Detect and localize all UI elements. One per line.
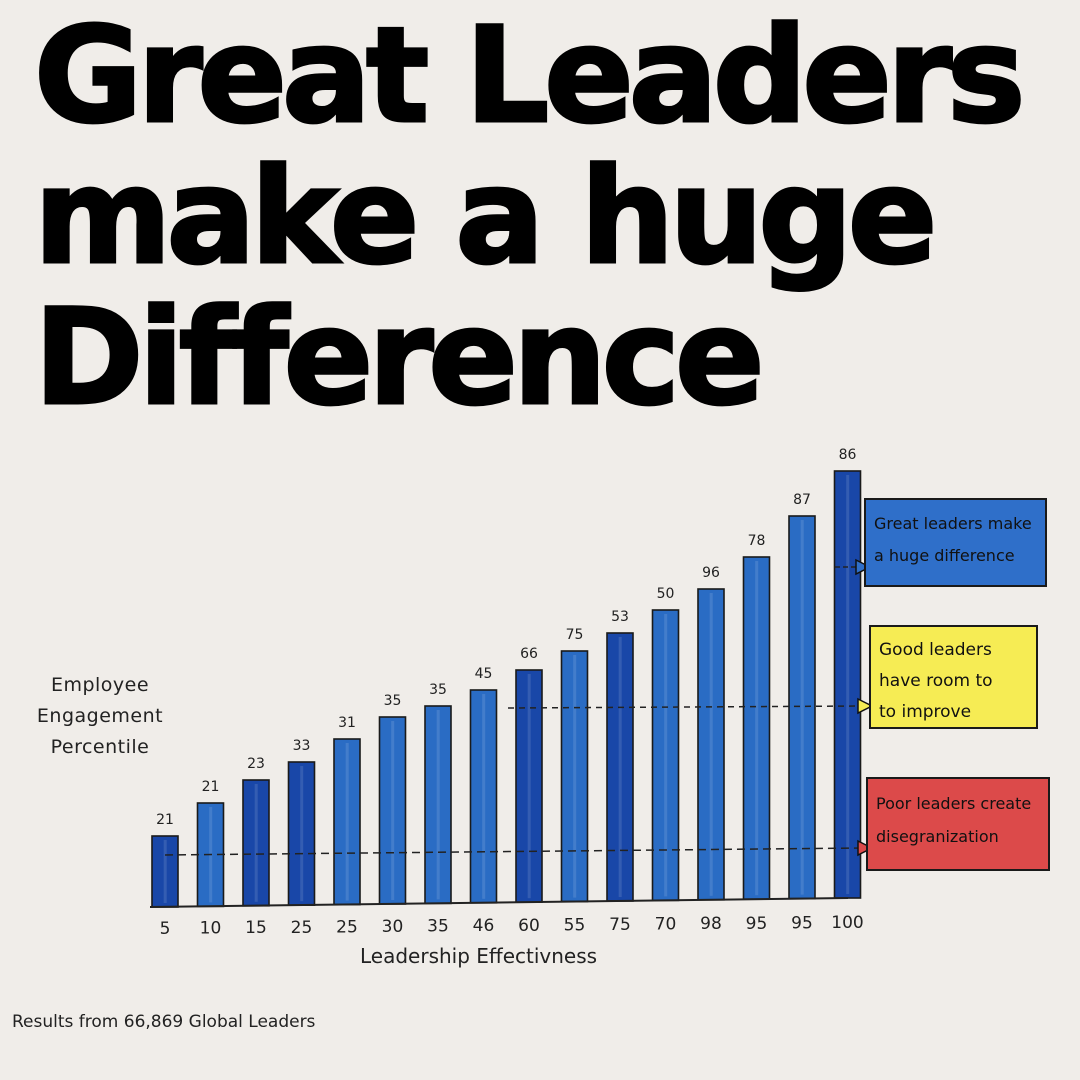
callout-good-leaders: Good leaders have room to to improve	[869, 625, 1038, 729]
callout-text: a huge difference	[874, 546, 1015, 565]
headline-line-3: Difference	[33, 281, 767, 435]
callout-text: Great leaders make	[874, 514, 1032, 533]
x-tick-label: 5	[160, 919, 171, 939]
footnote: Results from 66,869 Global Leaders	[12, 1012, 316, 1032]
callout-text: Good leaders	[879, 640, 992, 660]
headline-line-1: Great Leaders	[33, 0, 1027, 153]
x-tick-label: 70	[655, 915, 677, 935]
callout-text: to improve	[879, 702, 972, 722]
bar-value-label: 23	[247, 756, 265, 772]
bar	[651, 609, 680, 902]
bar-value-label: 50	[657, 586, 675, 602]
bar-highlight	[254, 784, 258, 902]
bar-highlight	[846, 475, 850, 894]
x-tick-label: 30	[382, 917, 404, 937]
y-axis-label-line: Engagement	[36, 705, 164, 727]
bar-value-label: 75	[566, 627, 584, 643]
x-tick-label: 98	[700, 914, 722, 934]
x-tick-label: 10	[200, 919, 222, 939]
x-tick-label: 95	[791, 913, 813, 933]
bar-highlight	[664, 614, 668, 897]
bar-highlight	[163, 840, 167, 903]
callout-text: have room to	[879, 671, 993, 691]
y-axis-label-line: Employee	[50, 674, 150, 696]
bar-value-label: 21	[202, 779, 220, 795]
bar	[242, 779, 270, 907]
x-tick-label: 60	[518, 916, 540, 936]
bar-highlight	[709, 593, 713, 896]
x-tick-label: 46	[473, 916, 495, 936]
bar-value-label: 31	[338, 715, 356, 731]
x-axis-label: Leadership Effectivness	[360, 944, 598, 968]
bar-highlight	[300, 766, 304, 902]
x-tick-labels-group: 5 10 15 25 25 30 35 46 60 55 75 70 98 95 95 100	[160, 913, 864, 939]
x-tick-label: 75	[609, 915, 631, 935]
bar-highlight	[391, 721, 395, 900]
bar-value-label: 96	[702, 565, 720, 581]
callout-great-leaders: Great leaders make a huge difference	[864, 498, 1047, 587]
bar-value-label: 35	[384, 693, 402, 709]
bar-value-label: 53	[611, 609, 629, 625]
bar-value-label: 35	[429, 682, 447, 698]
arrow-poor-icon	[857, 839, 874, 857]
x-tick-label: 25	[291, 918, 313, 938]
callout-text: Poor leaders create	[876, 794, 1032, 813]
bar-highlight	[482, 694, 486, 899]
x-tick-label: 25	[336, 917, 358, 937]
bar	[833, 470, 862, 899]
bar-highlight	[573, 655, 577, 898]
bar	[697, 588, 725, 901]
bar-value-label: 87	[793, 492, 811, 508]
callout-poor-leaders: Poor leaders create disegranization	[866, 777, 1050, 871]
headline: Great Leaders make a huge Difference	[33, 0, 1027, 435]
headline-line-2: make a huge	[33, 140, 939, 294]
bar-highlight	[755, 561, 759, 896]
x-tick-label: 35	[427, 917, 449, 937]
bar	[469, 689, 498, 904]
bar-highlight	[618, 637, 622, 897]
callout-text: disegranization	[876, 827, 999, 846]
bar-value-label: 86	[839, 447, 857, 463]
bar	[378, 716, 407, 905]
arrow-good-icon	[857, 697, 874, 715]
bar	[333, 738, 361, 906]
arrow-great-icon	[855, 558, 872, 576]
bar-value-label: 21	[156, 812, 174, 828]
y-axis-label: Employee Engagement Percentile	[30, 670, 170, 763]
bar-highlight	[800, 520, 804, 895]
x-tick-label: 55	[564, 915, 586, 935]
x-tick-label: 95	[746, 914, 768, 934]
bar-value-label: 66	[520, 646, 538, 662]
value-labels-group: 21 21 23 33 31 35 35 45 66 75 53 50 96 78 87 86	[156, 447, 856, 828]
y-axis-label-line: Percentile	[50, 736, 150, 758]
bar-highlight	[436, 710, 440, 900]
x-tick-label: 15	[245, 918, 267, 938]
bar-value-label: 78	[748, 533, 766, 549]
reference-line-good	[507, 705, 863, 709]
bar-value-label: 45	[475, 666, 493, 682]
x-axis-line	[149, 897, 849, 908]
bar-highlight	[345, 743, 349, 901]
bar-highlight	[527, 674, 531, 899]
bar-value-label: 33	[293, 738, 311, 754]
x-tick-label: 100	[831, 913, 863, 933]
bar	[424, 705, 452, 905]
bar	[742, 556, 771, 901]
bar	[287, 761, 316, 906]
